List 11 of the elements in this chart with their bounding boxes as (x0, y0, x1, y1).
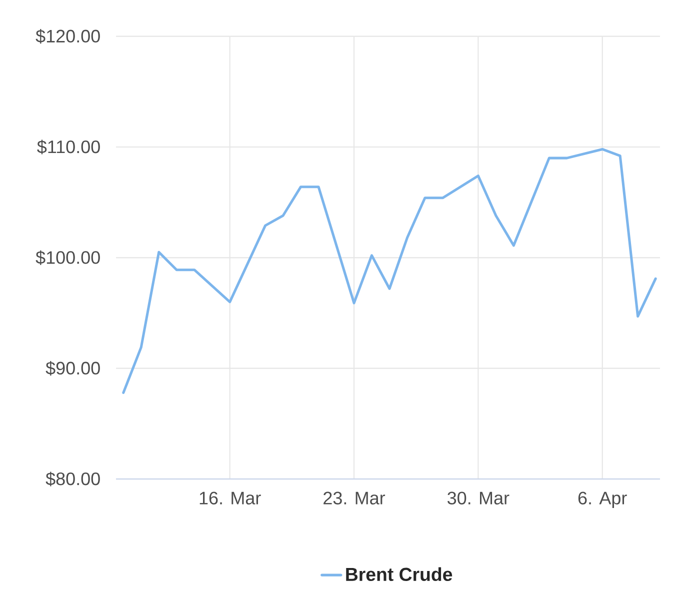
x-tick-label: 6. Apr (578, 492, 627, 508)
x-tick-label: 23. Mar (324, 492, 386, 504)
y-tick-label: $100.00 (36, 250, 100, 265)
y-tick-label: $120.00 (36, 29, 100, 44)
x-tick-label: 16. Mar (200, 492, 261, 504)
y-tick-label: $110.00 (37, 140, 100, 154)
y-tick-label: $80.00 (46, 472, 100, 486)
legend-label: Brent Crude (346, 567, 452, 582)
x-tick-label: 30. Mar (448, 492, 510, 504)
line-series (122, 148, 657, 394)
y-tick-label: $90.00 (46, 361, 100, 376)
